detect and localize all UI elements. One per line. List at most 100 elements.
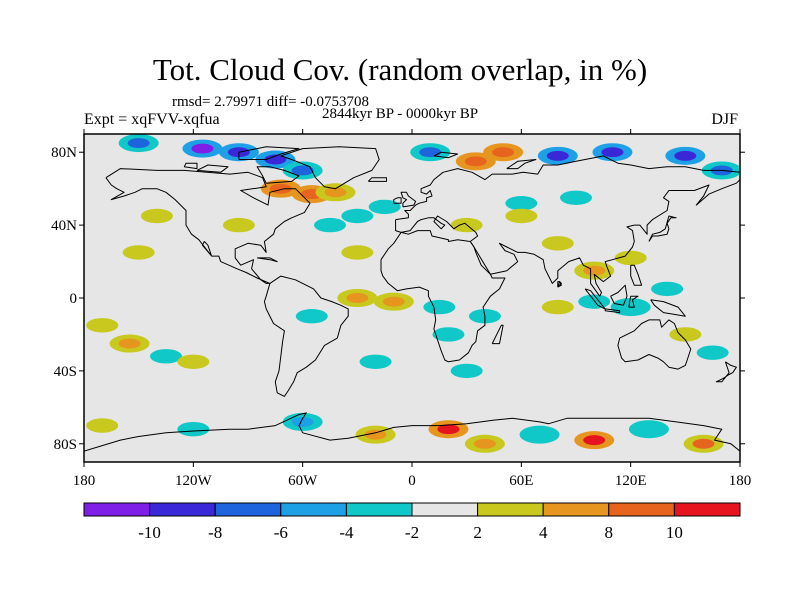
anomaly-cell	[86, 418, 119, 433]
anomaly-cell	[191, 143, 214, 154]
anomaly-cell	[177, 354, 210, 369]
anomaly-cell	[560, 190, 592, 205]
anomaly-cell	[692, 438, 715, 449]
lon-tick-label: 120W	[175, 473, 213, 489]
lon-tick-label: 60E	[509, 473, 533, 489]
anomaly-cell	[546, 150, 569, 161]
anomaly-cell	[651, 281, 684, 297]
lon-tick-label: 0	[408, 473, 416, 489]
period-line: 2844kyr BP - 0000kyr BP	[322, 106, 479, 122]
anomaly-cell	[314, 217, 346, 233]
coastline-sri-lanka	[557, 281, 562, 288]
lon-tick-label: 180	[729, 473, 752, 489]
anomaly-cell	[637, 424, 660, 435]
colorbar-swatch	[542, 502, 610, 517]
coastline-greenland	[280, 146, 380, 190]
stats-line: rmsd= 2.79971 diff= -0.0753708	[172, 94, 370, 110]
anomaly-cell	[341, 208, 374, 224]
anomaly-cell	[140, 208, 173, 224]
lat-tick-label: 80S	[54, 437, 77, 453]
coastline-australia	[617, 319, 692, 370]
colorbar-label: -8	[208, 523, 222, 542]
coastline-eurasia	[395, 155, 740, 297]
anomaly-cell	[437, 424, 460, 435]
colorbar-label: 8	[605, 523, 614, 542]
lat-tick-label: 40N	[51, 218, 77, 234]
anomaly-cell	[578, 294, 611, 309]
coastline-philippines	[630, 264, 643, 286]
coastline-africa	[380, 230, 506, 363]
colorbar: -10 -8 -6 -4 -2 2 4 8 10	[83, 502, 741, 542]
anomaly-cell	[583, 435, 606, 446]
longitude-axis: 180 120W 60W 0 60E 120E 180	[73, 129, 752, 489]
anomaly-cell	[122, 245, 155, 260]
latitude-axis: 80N 40N 0 40S 80S	[51, 145, 745, 453]
coastline-madagascar	[491, 324, 504, 345]
coastlines	[84, 146, 740, 452]
anomaly-cell	[150, 349, 182, 364]
colorbar-swatch	[673, 502, 741, 517]
coastline-borneo	[610, 284, 628, 306]
anomaly-cell	[368, 199, 401, 215]
colorbar-label: -2	[405, 523, 419, 542]
anomaly-cell	[464, 156, 487, 167]
colorbar-label: 2	[473, 523, 482, 542]
anomaly-cell	[528, 429, 551, 440]
colorbar-swatch	[477, 502, 544, 517]
anomaly-cell	[614, 250, 647, 266]
coastline-new-guinea	[650, 299, 686, 317]
coastline-victoria-island	[196, 164, 229, 173]
experiment-label: Expt = xqFVV-xqfua	[84, 111, 220, 128]
lat-tick-label: 0	[70, 291, 78, 307]
coastline-ellesmere	[238, 146, 300, 160]
anomaly-cell	[601, 147, 624, 158]
lon-tick-label: 60W	[288, 473, 318, 489]
anomaly-cell	[674, 150, 697, 161]
season-label: DJF	[711, 111, 738, 128]
coastline-ireland	[393, 197, 402, 204]
coastline-antarctica	[84, 412, 740, 452]
anomaly-cell	[222, 217, 255, 233]
anomaly-cell	[473, 438, 496, 449]
anomaly-cell	[291, 416, 314, 427]
colorbar-swatch	[83, 502, 151, 517]
anomaly-cell	[118, 338, 141, 349]
coastline-japan	[648, 215, 677, 242]
anomaly-cell	[295, 309, 328, 324]
lon-tick-label: 180	[73, 473, 96, 489]
coastline-iceland	[367, 177, 387, 182]
colorbar-label: 10	[666, 523, 683, 542]
anomaly-cell	[359, 354, 392, 369]
anomaly-cell	[341, 245, 374, 260]
colorbar-swatch	[280, 502, 347, 517]
anomaly-field	[86, 134, 740, 453]
colorbar-swatch	[608, 502, 675, 517]
colorbar-swatch	[345, 502, 413, 517]
coastline-north-america	[105, 168, 311, 284]
anomaly-cell	[492, 147, 515, 158]
anomaly-cell	[324, 187, 347, 198]
anomaly-cell	[541, 236, 574, 251]
coastline-south-america	[263, 275, 349, 397]
coastline-uk	[400, 191, 417, 208]
anomaly-cell	[86, 318, 119, 333]
anomaly-cell	[450, 363, 483, 379]
coastline-baffin-island	[256, 166, 300, 184]
colorbar-label: 4	[539, 523, 548, 542]
coastline-new-zealand	[715, 361, 737, 383]
coastline-java	[604, 308, 621, 314]
lat-tick-label: 40S	[54, 364, 77, 380]
colorbar-swatch	[214, 502, 282, 517]
anomaly-cell	[264, 154, 287, 165]
lon-tick-label: 120E	[615, 473, 647, 489]
coastline-banks-island	[183, 162, 198, 170]
plot-title: Tot. Cloud Cov. (random overlap, in %)	[152, 52, 648, 87]
anomaly-cell	[346, 293, 369, 303]
anomaly-cell	[541, 299, 574, 315]
coastline-svalbard	[433, 151, 459, 159]
colorbar-swatch	[149, 502, 216, 517]
anomaly-cell	[423, 299, 456, 315]
colorbar-swatch	[411, 502, 479, 517]
anomaly-cell	[127, 138, 150, 149]
